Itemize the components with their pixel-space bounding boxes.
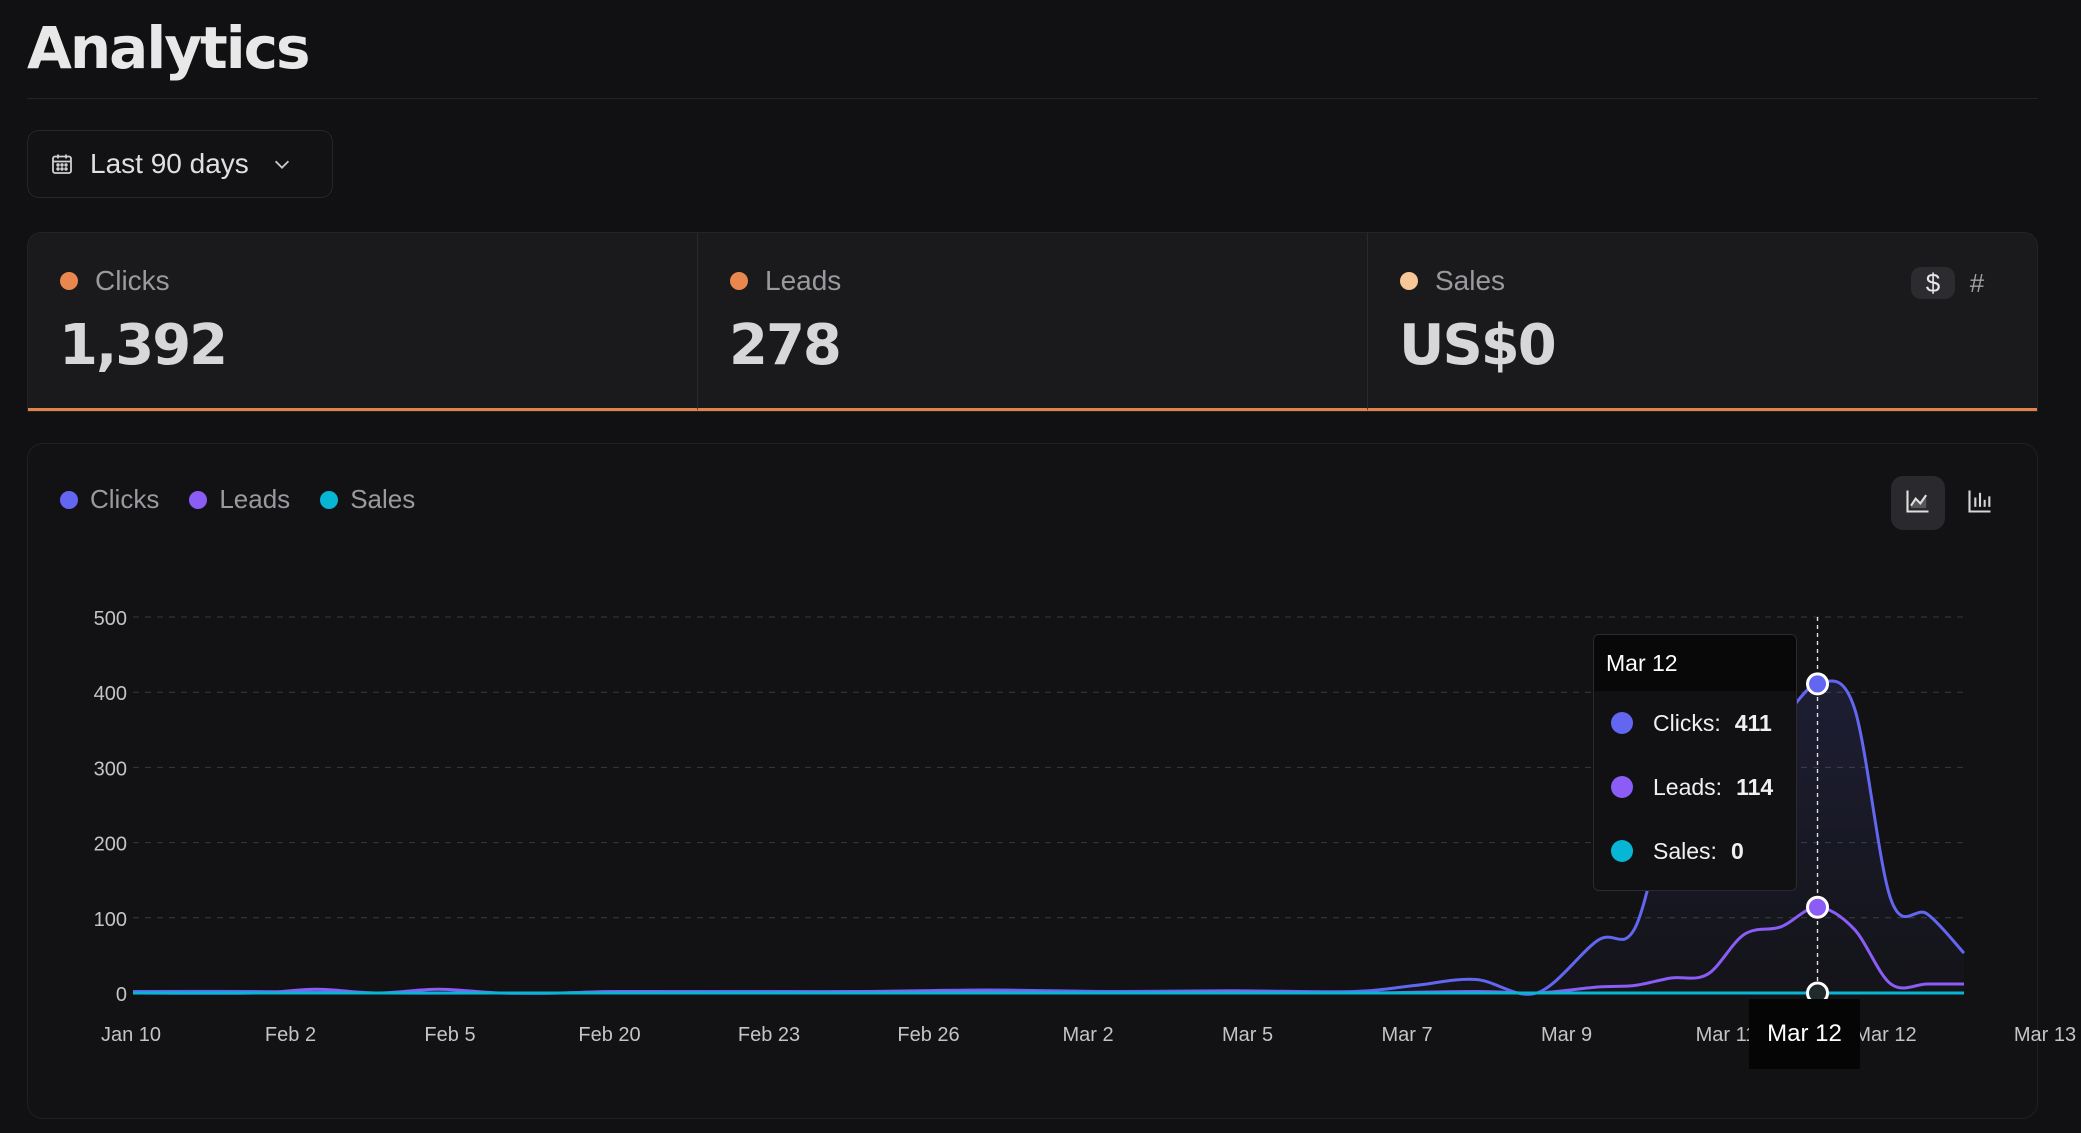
tooltip-date: Mar 12 (1594, 635, 1796, 691)
area-chart-icon (1904, 487, 1932, 520)
x-tick-label: Feb 2 (265, 1024, 316, 1046)
legend-sales-label: Sales (350, 484, 416, 514)
tooltip-clicks-label: Clicks: (1653, 709, 1721, 736)
x-tick-label: Mar 5 (1222, 1024, 1273, 1046)
page-title: Analytics (27, 14, 311, 82)
legend-sales-dot (320, 490, 339, 509)
y-tick-label: 200 (94, 834, 127, 856)
stat-clicks-label: Clicks (95, 265, 170, 296)
stat-sales[interactable]: Sales US$0 $ # (1368, 233, 2037, 411)
y-tick-label: 400 (94, 683, 127, 705)
bar-chart-icon (1966, 487, 1994, 520)
title-divider (27, 98, 2038, 99)
x-tick-label: Mar 2 (1062, 1024, 1113, 1046)
x-tick-label: Mar 11 (1696, 1024, 1757, 1046)
chart-view-switcher (1883, 476, 2007, 530)
legend-clicks-dot (60, 490, 78, 509)
x-tick-label: Jan 10 (101, 1024, 161, 1046)
legend-item-sales[interactable]: Sales (320, 484, 415, 515)
y-tick-label: 0 (116, 984, 127, 1006)
x-tick-label: Feb 26 (897, 1024, 959, 1046)
legend-item-clicks[interactable]: Clicks (60, 484, 159, 515)
tooltip-row-clicks: Clicks: 411 (1594, 691, 1796, 755)
tooltip-leads-label: Leads: (1653, 773, 1723, 800)
clicks-hover-point (1806, 672, 1830, 696)
tooltip-leads-dot (1611, 776, 1633, 798)
x-tick-label: Feb 5 (424, 1024, 475, 1046)
legend-leads-label: Leads (219, 484, 291, 514)
stats-panel: Clicks 1,392 Leads 278 Sales US$0 $ # (27, 232, 2038, 412)
y-tick-label: 500 (94, 608, 127, 630)
tooltip-clicks-value: 411 (1734, 709, 1772, 736)
x-tick-label: Feb 23 (738, 1024, 800, 1046)
stat-sales-value: US$0 (1399, 313, 1557, 378)
date-range-label: Last 90 days (90, 148, 249, 179)
stat-leads-label: Leads (765, 265, 842, 296)
x-tick-label: Mar 12 (1854, 1024, 1916, 1046)
x-tick-label: Mar 9 (1541, 1024, 1592, 1046)
legend-clicks-label: Clicks (90, 484, 160, 514)
date-range-dropdown[interactable]: Last 90 days (27, 130, 333, 198)
tooltip-clicks-dot (1611, 712, 1633, 734)
sales-unit-toggle: $ # (1911, 267, 1999, 299)
legend-leads-dot (189, 490, 208, 509)
legend-item-leads[interactable]: Leads (189, 484, 290, 515)
calendar-icon (50, 152, 74, 176)
stat-clicks[interactable]: Clicks 1,392 (28, 233, 698, 411)
stat-leads[interactable]: Leads 278 (698, 233, 1368, 411)
tooltip-sales-dot (1611, 840, 1633, 862)
stat-clicks-value: 1,392 (59, 313, 228, 378)
x-tick-label: Feb 20 (578, 1024, 640, 1046)
leads-hover-point (1806, 895, 1830, 919)
clicks-area (133, 680, 1964, 995)
y-tick-label: 300 (94, 758, 127, 780)
tooltip-sales-label: Sales: (1653, 837, 1717, 864)
tooltip-row-leads: Leads: 114 (1594, 755, 1796, 819)
x-axis-tooltip: Mar 12 (1749, 999, 1860, 1069)
count-toggle-button[interactable]: # (1969, 267, 1985, 298)
tooltip-row-sales: Sales: 0 (1594, 819, 1796, 883)
currency-toggle-button[interactable]: $ (1911, 267, 1955, 299)
stat-clicks-dot (60, 272, 78, 290)
stat-leads-value: 278 (729, 313, 842, 378)
tooltip-leads-value: 114 (1736, 773, 1774, 800)
stat-sales-dot (1400, 272, 1418, 290)
stat-sales-label: Sales (1435, 265, 1506, 296)
area-chart-button[interactable] (1891, 476, 1945, 530)
x-tick-label: Mar 7 (1381, 1024, 1432, 1046)
x-tick-label: Mar 13 (2014, 1024, 2076, 1046)
y-tick-label: 100 (94, 909, 127, 931)
chart-tooltip: Mar 12 Clicks: 411 Leads: 114 Sales: 0 (1593, 634, 1797, 891)
stat-leads-dot (730, 272, 748, 290)
chart-legend: Clicks Leads Sales (60, 484, 445, 515)
chevron-down-icon (271, 153, 293, 175)
bar-chart-button[interactable] (1953, 476, 2007, 530)
tooltip-sales-value: 0 (1730, 837, 1744, 864)
